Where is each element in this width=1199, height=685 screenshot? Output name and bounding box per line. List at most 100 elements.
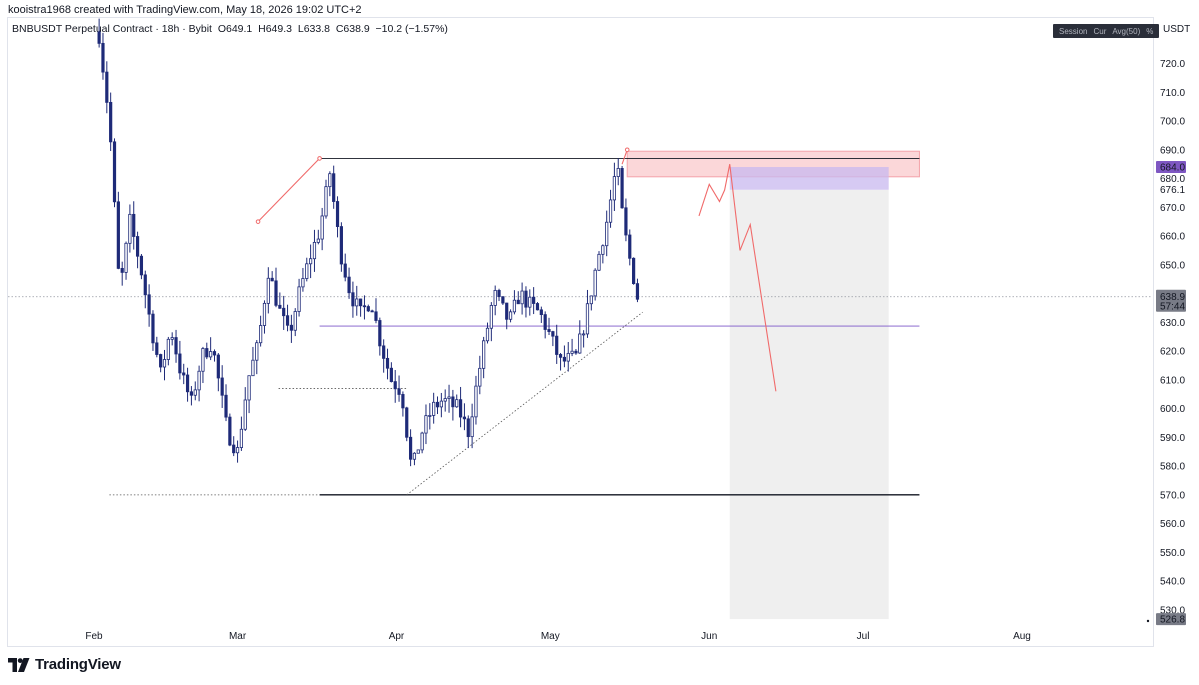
candle-body	[528, 296, 532, 308]
price-tick-label: 570.0	[1160, 490, 1185, 501]
price-badge	[1156, 161, 1186, 174]
open-key: O	[217, 23, 226, 35]
open-value: 649.1	[226, 23, 253, 35]
candle-body	[535, 303, 540, 311]
price-tick-label: 710.0	[1160, 88, 1185, 99]
candle-body	[497, 289, 501, 298]
projection-purple-box	[729, 167, 889, 190]
price-tick-label: 720.0	[1160, 59, 1185, 70]
price-badge-label: 684.0	[1160, 163, 1185, 174]
candle-body	[105, 71, 109, 103]
price-badge	[1156, 613, 1186, 626]
candle-body	[243, 399, 247, 430]
candle-body	[462, 416, 467, 420]
candle-body	[128, 213, 132, 244]
candle-body	[178, 353, 182, 374]
candle-body	[262, 302, 267, 326]
projection-grey-box	[729, 189, 889, 620]
toggle-avg[interactable]: Avg(50)	[1112, 26, 1141, 36]
high-key: H	[258, 23, 266, 35]
candle-body	[297, 286, 301, 312]
candle-body	[366, 306, 370, 312]
low-key: L	[297, 23, 304, 35]
symbol-label[interactable]: BNBUSDT Perpetual Contract · 18h · Bybit	[12, 23, 212, 35]
price-axis: 720.0 710.0 700.0 690.0 680.0 670.0 660.0 650.0…	[1156, 59, 1192, 626]
candle-body	[458, 399, 463, 418]
time-tick-label: Aug	[1013, 631, 1031, 642]
candle-body	[312, 241, 317, 260]
candle-body	[143, 274, 147, 296]
candle-body	[455, 399, 459, 408]
candle-body	[501, 296, 505, 304]
toggle-currency[interactable]: Cur	[1093, 26, 1107, 36]
price-tick-label: 560.0	[1160, 519, 1185, 530]
price-tick-label: 630.0	[1160, 318, 1185, 329]
price-tick-label: 580.0	[1160, 462, 1185, 473]
candle-body	[574, 350, 578, 354]
candle-body	[232, 444, 236, 454]
candle-body	[193, 389, 197, 396]
candle-body	[424, 415, 428, 434]
price-badge	[1156, 289, 1186, 312]
candle-body	[247, 375, 251, 401]
candle-body	[289, 324, 293, 331]
candle-body	[109, 101, 113, 143]
candle-body	[624, 207, 628, 236]
toggle-session[interactable]: Session	[1059, 26, 1088, 36]
candle-body	[512, 299, 517, 313]
candle-body	[362, 305, 367, 308]
drawing-anchor-dot	[624, 147, 630, 153]
candle-body	[547, 329, 551, 332]
price-tick-label: 590.0	[1160, 433, 1185, 444]
forecast-path	[698, 164, 777, 392]
candle-body	[132, 213, 136, 237]
candle-body	[432, 401, 436, 416]
candle-body	[485, 327, 490, 342]
candle-body	[355, 298, 359, 307]
candle-body	[420, 432, 424, 451]
candle-body	[162, 359, 167, 368]
candle-body	[532, 296, 536, 304]
time-tick-label: Apr	[389, 631, 405, 642]
candle-body	[185, 374, 190, 393]
candle-body	[235, 447, 240, 454]
toggle-percent[interactable]: %	[1146, 26, 1154, 36]
candle-body	[570, 350, 574, 354]
candle-body	[412, 452, 417, 460]
candle-body	[120, 268, 124, 273]
candle-body	[212, 351, 217, 356]
candle-body	[508, 311, 513, 320]
candle-body	[205, 348, 209, 358]
candle-body	[597, 253, 601, 271]
candle-body	[632, 257, 636, 285]
candle-body	[339, 226, 343, 265]
candle-body	[539, 309, 543, 316]
price-badge-label: 676.1	[1160, 185, 1185, 196]
candle-body	[470, 416, 474, 438]
candle-body	[316, 238, 320, 243]
candle-body	[397, 388, 401, 395]
candle-body	[555, 335, 559, 355]
chart-frame	[7, 17, 1154, 647]
candle-body	[393, 381, 397, 390]
candle-body	[605, 221, 609, 247]
candle-body	[255, 342, 259, 361]
candle-body	[135, 236, 140, 257]
price-tick-label: 610.0	[1160, 375, 1185, 386]
candle-body	[416, 449, 420, 454]
candle-body	[151, 313, 155, 344]
drawing-overlay	[255, 147, 777, 392]
tradingview-logo[interactable]: TradingView	[8, 656, 121, 673]
candle-body	[543, 314, 547, 330]
candle-body	[378, 320, 382, 347]
candle-body	[620, 168, 624, 209]
drawing-anchor-dot	[255, 219, 261, 224]
red-spike-line	[621, 149, 628, 165]
candle-body	[451, 396, 455, 408]
price-tick-label: 550.0	[1160, 548, 1185, 559]
currency-label[interactable]: USDT	[1163, 24, 1191, 35]
candle-body	[524, 290, 528, 308]
candle-body	[516, 299, 520, 305]
candle-body	[370, 310, 374, 313]
